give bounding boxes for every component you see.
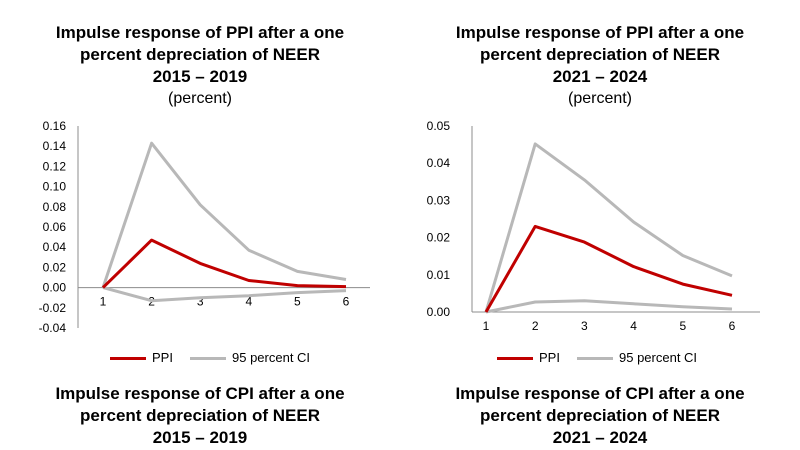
y-tick-label: -0.04 bbox=[39, 321, 67, 335]
lower-chart-title-line-3: 2021 – 2024 bbox=[552, 428, 648, 447]
lower-chart-title: Impulse response of CPI after a one perc… bbox=[400, 383, 800, 449]
y-tick-label: 0.16 bbox=[43, 119, 67, 133]
y-tick-label: 0.04 bbox=[43, 240, 67, 254]
y-tick-label: 0.01 bbox=[427, 268, 451, 282]
lower-chart-title-line-1: Impulse response of CPI after a one bbox=[55, 384, 345, 403]
y-tick-label: 0.05 bbox=[427, 119, 451, 133]
chart-panel-left: Impulse response of PPI after a one perc… bbox=[0, 22, 400, 449]
x-tick-label: 1 bbox=[483, 319, 490, 333]
chart-unit: (percent) bbox=[167, 90, 233, 107]
y-tick-label: 0.14 bbox=[43, 139, 67, 153]
chart-title-line-1: Impulse response of PPI after a one bbox=[55, 23, 345, 42]
legend-label-ppi: PPI bbox=[152, 350, 173, 365]
chart-title-line-3: 2015 – 2019 bbox=[152, 67, 248, 86]
series-line-ci-upper bbox=[484, 142, 733, 313]
legend-label-ci: 95 percent CI bbox=[232, 350, 311, 365]
legend-swatch-ppi bbox=[110, 357, 146, 360]
y-tick-label: 0.02 bbox=[43, 260, 67, 274]
x-tick-label: 3 bbox=[581, 319, 588, 333]
x-tick-label: 5 bbox=[679, 319, 686, 333]
series-line-ci-lower bbox=[485, 299, 733, 314]
x-tick-label: 3 bbox=[197, 295, 204, 309]
chart-title-line-3: 2021 – 2024 bbox=[552, 67, 648, 86]
y-tick-label: 0.08 bbox=[43, 200, 67, 214]
legend-swatch-ppi bbox=[497, 357, 533, 360]
y-tick-label: 0.04 bbox=[427, 156, 451, 170]
lower-chart-title-line-2: percent depreciation of NEER bbox=[80, 406, 320, 425]
chart-unit: (percent) bbox=[567, 90, 633, 107]
y-tick-label: 0.00 bbox=[427, 305, 451, 319]
x-tick-label: 1 bbox=[100, 295, 107, 309]
y-tick-label: 0.00 bbox=[43, 281, 67, 295]
x-tick-label: 4 bbox=[245, 295, 252, 309]
x-tick-label: 2 bbox=[532, 319, 539, 333]
x-tick-label: 5 bbox=[294, 295, 301, 309]
lower-chart-title-line-3: 2015 – 2019 bbox=[152, 428, 248, 447]
chart-title-line-2: percent depreciation of NEER bbox=[480, 45, 720, 64]
y-tick-label: -0.02 bbox=[39, 301, 67, 315]
y-tick-label: 0.02 bbox=[427, 231, 451, 245]
legend-swatch-ci bbox=[577, 357, 613, 360]
lower-chart-title-line-1: Impulse response of CPI after a one bbox=[455, 384, 745, 403]
x-tick-label: 6 bbox=[729, 319, 736, 333]
chart-panel-right: Impulse response of PPI after a one perc… bbox=[400, 0, 800, 450]
chart-plot-area: 0.05 0.04 0.03 0.02 0.01 0.00 1 2 3 4 5 6 bbox=[427, 119, 760, 333]
y-tick-label: 0.12 bbox=[43, 159, 67, 173]
x-tick-label: 4 bbox=[630, 319, 637, 333]
chart-plot-area: 0.16 0.14 0.12 0.10 0.08 0.06 0.04 0.02 0.00 -0.0… bbox=[39, 119, 370, 335]
x-tick-label: 6 bbox=[343, 295, 350, 309]
legend-swatch-ci bbox=[190, 357, 226, 360]
y-tick-label: 0.03 bbox=[427, 193, 451, 207]
chart-title-line-2: percent depreciation of NEER bbox=[80, 45, 320, 64]
y-tick-label: 0.06 bbox=[43, 220, 67, 234]
chart-title-line-1: Impulse response of PPI after a one bbox=[455, 23, 745, 42]
series-line-ppi bbox=[101, 238, 347, 289]
series-line-ci-lower bbox=[102, 286, 347, 303]
lower-chart-title: Impulse response of CPI after a one perc… bbox=[0, 383, 400, 449]
chart-title: Impulse response of PPI after a one perc… bbox=[400, 22, 800, 88]
chart-title: Impulse response of PPI after a one perc… bbox=[0, 22, 400, 88]
legend-label-ci: 95 percent CI bbox=[619, 350, 698, 365]
series-line-ppi bbox=[484, 224, 733, 313]
y-tick-label: 0.10 bbox=[43, 180, 67, 194]
lower-chart-title-line-2: percent depreciation of NEER bbox=[480, 406, 720, 425]
legend-label-ppi: PPI bbox=[539, 350, 560, 365]
series-line-ci-upper bbox=[101, 141, 347, 289]
